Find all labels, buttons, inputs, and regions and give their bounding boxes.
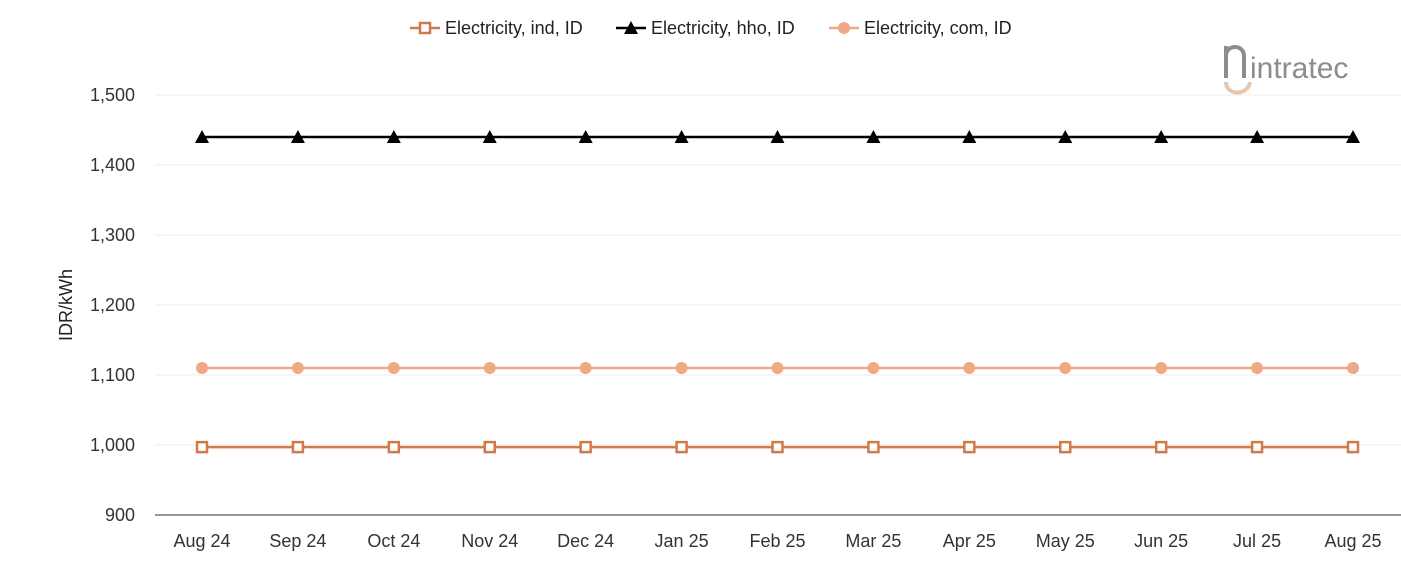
x-tick-label: Oct 24 — [367, 531, 420, 551]
legend-label: Electricity, com, ID — [864, 18, 1012, 38]
x-tick-label: Apr 25 — [943, 531, 996, 551]
y-tick-label: 1,400 — [90, 155, 135, 175]
x-tick-label: Sep 24 — [269, 531, 326, 551]
legend-item: Electricity, com, ID — [829, 18, 1012, 38]
x-axis-ticks: Aug 24 Sep 24 Oct 24 Nov 24 Dec 24 Jan 25 Feb … — [173, 531, 1381, 551]
logo-n-arc — [1224, 45, 1246, 78]
intratec-logo: intratec — [1224, 45, 1348, 95]
data-point — [387, 362, 400, 374]
legend-marker — [624, 21, 638, 34]
data-point — [1154, 130, 1169, 143]
series-2 — [195, 130, 1360, 143]
data-point — [1251, 362, 1264, 374]
logo-text: intratec — [1250, 52, 1348, 85]
legend-label: Electricity, ind, ID — [445, 18, 583, 38]
data-point — [1155, 362, 1168, 374]
data-point — [963, 362, 976, 374]
gridlines — [155, 94, 1401, 446]
x-tick-label: May 25 — [1036, 531, 1095, 551]
legend-label: Electricity, hho, ID — [651, 18, 795, 38]
y-axis-label: IDR/kWh — [56, 269, 76, 341]
y-tick-label: 1,200 — [90, 295, 135, 315]
legend-item: Electricity, ind, ID — [410, 18, 583, 38]
data-point — [579, 362, 592, 374]
data-point — [482, 130, 497, 143]
series-1 — [195, 440, 1360, 454]
data-point — [867, 440, 880, 454]
series-layer — [195, 130, 1360, 454]
data-point — [1154, 440, 1168, 454]
data-point — [1346, 130, 1360, 143]
data-point — [771, 362, 784, 374]
data-point — [867, 362, 880, 374]
data-point — [1346, 440, 1360, 454]
y-tick-label: 1,100 — [90, 365, 135, 385]
x-tick-label: Aug 24 — [173, 531, 230, 551]
legend-marker — [418, 21, 432, 35]
data-point — [675, 440, 688, 454]
data-point — [963, 440, 976, 454]
data-point — [1058, 130, 1073, 143]
y-tick-label: 900 — [105, 505, 135, 525]
x-tick-label: Dec 24 — [557, 531, 614, 551]
data-point — [291, 440, 305, 454]
data-point — [483, 440, 496, 454]
y-tick-label: 1,500 — [90, 85, 135, 105]
data-point — [195, 440, 209, 454]
data-point — [771, 440, 784, 454]
data-point — [674, 130, 689, 143]
legend-marker — [838, 22, 850, 34]
x-tick-label: Aug 25 — [1324, 531, 1381, 551]
data-point — [483, 362, 496, 374]
logo-accent-arc — [1224, 81, 1252, 95]
data-point — [195, 130, 209, 143]
data-point — [579, 440, 592, 454]
x-tick-label: Jun 25 — [1134, 531, 1188, 551]
data-point — [578, 130, 593, 143]
data-point — [866, 130, 881, 143]
data-point — [675, 362, 688, 374]
data-point — [1250, 440, 1264, 454]
legend: Electricity, ind, ID Electricity, hho, ID… — [410, 18, 1012, 38]
x-tick-label: Mar 25 — [845, 531, 901, 551]
data-point — [1059, 440, 1072, 454]
y-tick-label: 1,000 — [90, 435, 135, 455]
y-tick-label: 1,300 — [90, 225, 135, 245]
series-3 — [196, 362, 1359, 374]
data-point — [1347, 362, 1359, 374]
data-point — [1059, 362, 1072, 374]
data-point — [290, 130, 305, 143]
x-tick-label: Jan 25 — [655, 531, 709, 551]
data-point — [770, 130, 785, 143]
data-point — [196, 362, 208, 374]
x-tick-label: Nov 24 — [461, 531, 518, 551]
x-tick-label: Feb 25 — [749, 531, 805, 551]
data-point — [291, 362, 304, 374]
data-point — [386, 130, 401, 143]
data-point — [1250, 130, 1265, 143]
data-point — [962, 130, 977, 143]
data-point — [387, 440, 401, 454]
legend-item: Electricity, hho, ID — [616, 18, 795, 38]
x-tick-label: Jul 25 — [1233, 531, 1281, 551]
y-axis-ticks: 900 1,000 1,100 1,200 1,300 1,400 1,500 — [90, 85, 135, 525]
